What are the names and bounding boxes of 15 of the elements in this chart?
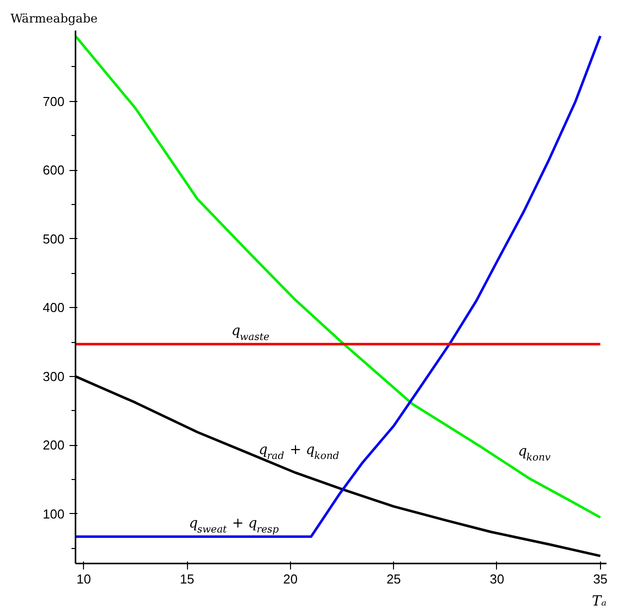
x-tick-label: 35	[593, 572, 608, 586]
y-tick-label: 200	[42, 438, 65, 453]
x-tick-label: 20	[283, 572, 298, 586]
y-tick-label: 500	[42, 231, 65, 246]
y-tick-label: 100	[42, 506, 65, 522]
x-tick-label: 10	[76, 572, 92, 586]
x-tick-label: 30	[490, 572, 504, 586]
y-tick-label: 400	[42, 300, 65, 316]
x-tick-label: 15	[180, 572, 194, 586]
y-tick-label: 700	[42, 94, 65, 109]
y-axis-title: Wärmeabgabe	[10, 12, 98, 26]
x-tick-label: 25	[386, 572, 401, 586]
x-axis-title: Tₐ	[592, 594, 607, 610]
y-tick-label: 600	[42, 162, 65, 178]
y-tick-label: 300	[42, 368, 65, 384]
